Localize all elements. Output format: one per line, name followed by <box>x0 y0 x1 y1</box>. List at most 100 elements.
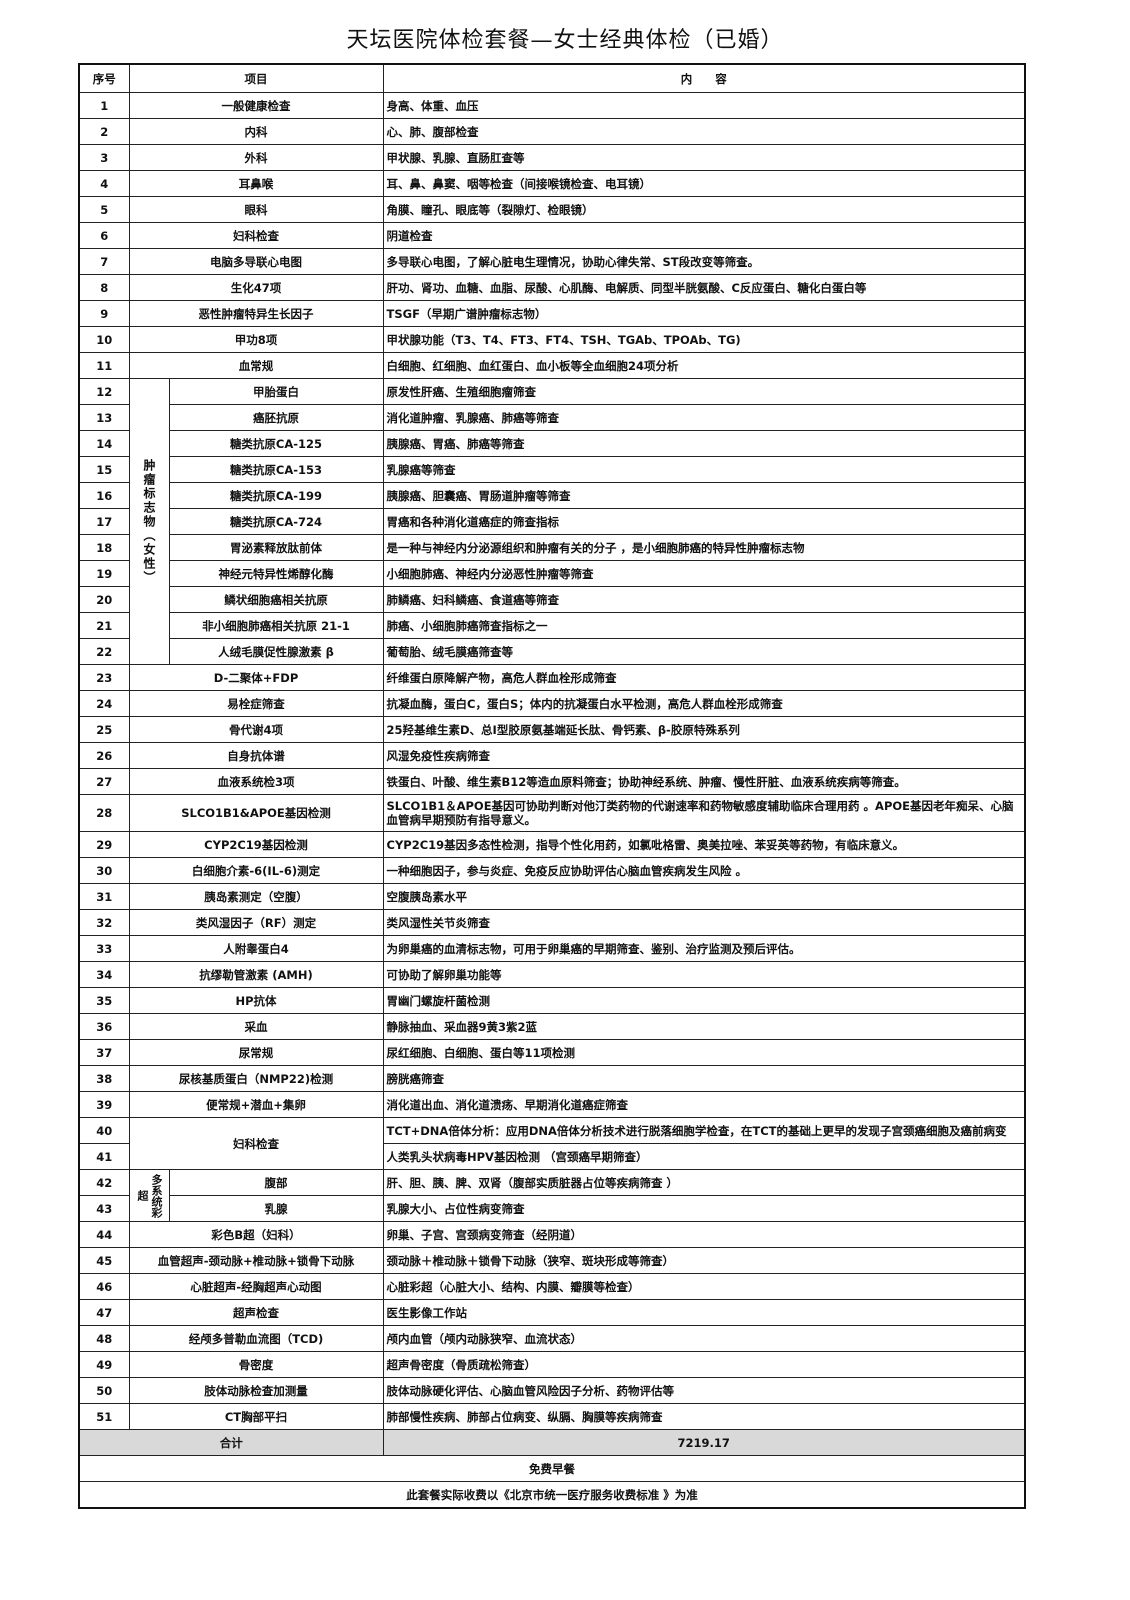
row-number: 21 <box>78 612 130 639</box>
row-number: 4 <box>78 170 130 197</box>
item-content: 胃幽门螺旋杆菌检测 <box>382 987 1026 1014</box>
table-row: 35 HP抗体 胃幽门螺旋杆菌检测 <box>78 987 1026 1014</box>
item-name: 采血 <box>128 1013 384 1040</box>
item-name: 血液系统检3项 <box>128 768 384 795</box>
table-row: 36 采血 静脉抽血、采血器9黄3紫2蓝 <box>78 1013 1026 1040</box>
group-label-ultrasound: 多系统彩超 <box>128 1169 170 1222</box>
table-row: 26 自身抗体谱 风湿免疫性疾病筛查 <box>78 742 1026 769</box>
item-name: 一般健康检查 <box>128 92 384 119</box>
row-number: 14 <box>78 430 130 457</box>
breakfast-row: 免费早餐 <box>78 1455 1026 1482</box>
item-name: 胰岛素测定（空腹） <box>128 883 384 910</box>
row-number: 39 <box>78 1091 130 1118</box>
row-number: 20 <box>78 586 130 613</box>
item-content: 25羟基维生素D、总Ⅰ型胶原氨基端延长肽、骨钙素、β-胶原特殊系列 <box>382 716 1026 743</box>
row-number: 1 <box>78 92 130 119</box>
item-content: 膀胱癌筛查 <box>382 1065 1026 1092</box>
table-row: 16 糖类抗原CA-199 胰腺癌、胆囊癌、胃肠道肿瘤等筛查 <box>78 482 1026 509</box>
table-row: 24 易栓症筛查 抗凝血酶，蛋白C，蛋白S；体内的抗凝蛋白水平检测，高危人群血栓形成… <box>78 690 1026 717</box>
table-row: 32 类风湿因子（RF）测定 类风湿性关节炎筛查 <box>78 909 1026 936</box>
row-number: 17 <box>78 508 130 535</box>
item-content: 肝功、肾功、血糖、血脂、尿酸、心肌酶、电解质、同型半胱氨酸、C反应蛋白、糖化白蛋… <box>382 274 1026 301</box>
item-name: 人附睾蛋白4 <box>128 935 384 962</box>
table-row: 8 生化47项 肝功、肾功、血糖、血脂、尿酸、心肌酶、电解质、同型半胱氨酸、C反应蛋… <box>78 274 1026 301</box>
item-name: 非小细胞肺癌相关抗原 21-1 <box>168 612 384 639</box>
row-number: 8 <box>78 274 130 301</box>
table-row: 23 D-二聚体+FDP 纤维蛋白原降解产物，高危人群血栓形成筛查 <box>78 664 1026 691</box>
item-content: 阴道检查 <box>382 222 1026 249</box>
item-content: 空腹胰岛素水平 <box>382 883 1026 910</box>
row-number: 47 <box>78 1299 130 1326</box>
item-content: 小细胞肺癌、神经内分泌恶性肿瘤等筛查 <box>382 560 1026 587</box>
table-row: 6 妇科检查 阴道检查 <box>78 222 1026 249</box>
row-number: 32 <box>78 909 130 936</box>
table-row: 49 骨密度 超声骨密度（骨质疏松筛查） <box>78 1351 1026 1378</box>
row-number: 5 <box>78 196 130 223</box>
row-number: 10 <box>78 326 130 353</box>
row-number: 41 <box>78 1143 130 1170</box>
table-row: 19 神经元特异性烯醇化酶 小细胞肺癌、神经内分泌恶性肿瘤等筛查 <box>78 560 1026 587</box>
table-row: 41 人类乳头状病毒HPV基因检测 （宫颈癌早期筛查） <box>78 1143 1026 1170</box>
item-name: 糖类抗原CA-724 <box>168 508 384 535</box>
table-row: 37 尿常规 尿红细胞、白细胞、蛋白等11项检测 <box>78 1039 1026 1066</box>
group-label-gynecology: 妇科检查 <box>128 1117 384 1170</box>
item-content: 是一种与神经内分泌源组织和肿瘤有关的分子 ，是小细胞肺癌的特异性肿瘤标志物 <box>382 534 1026 561</box>
table-row: 30 白细胞介素-6(IL-6)测定 一种细胞因子，参与炎症、免疫反应协助评估心脑血… <box>78 857 1026 884</box>
row-number: 3 <box>78 144 130 171</box>
table-row: 29 CYP2C19基因检测 CYP2C19基因多态性检测，指导个性化用药，如氯吡格… <box>78 831 1026 858</box>
item-name: 骨密度 <box>128 1351 384 1378</box>
item-content: 葡萄胎、绒毛膜癌筛查等 <box>382 638 1026 665</box>
item-name: 彩色B超（妇科） <box>128 1221 384 1248</box>
item-name: 神经元特异性烯醇化酶 <box>168 560 384 587</box>
table-row: 11 血常规 白细胞、红细胞、血红蛋白、血小板等全血细胞24项分析 <box>78 352 1026 379</box>
item-name: 自身抗体谱 <box>128 742 384 769</box>
row-number: 19 <box>78 560 130 587</box>
row-number: 51 <box>78 1403 130 1430</box>
table-row: 27 血液系统检3项 铁蛋白、叶酸、维生素B12等造血原料筛查；协助神经系统、肿瘤、… <box>78 768 1026 795</box>
row-number: 35 <box>78 987 130 1014</box>
header-no: 序号 <box>78 63 130 93</box>
table-row: 50 肢体动脉检查加测量 肢体动脉硬化评估、心脑血管风险因子分析、药物评估等 <box>78 1377 1026 1404</box>
table-row: 4 耳鼻喉 耳、鼻、鼻窦、咽等检查（间接喉镜检查、电耳镜） <box>78 170 1026 197</box>
pricing-note: 此套餐实际收费以《北京市统一医疗服务收费标准 》为准 <box>78 1481 1026 1509</box>
item-name: 乳腺 <box>168 1195 384 1222</box>
item-content: 类风湿性关节炎筛查 <box>382 909 1026 936</box>
item-name: 鳞状细胞癌相关抗原 <box>168 586 384 613</box>
row-number: 16 <box>78 482 130 509</box>
item-name: 类风湿因子（RF）测定 <box>128 909 384 936</box>
item-name: 尿核基质蛋白（NMP22)检测 <box>128 1065 384 1092</box>
item-content: 为卵巢癌的血清标志物，可用于卵巢癌的早期筛查、鉴别、治疗监测及预后评估。 <box>382 935 1026 962</box>
item-name: 抗缪勒管激素 (AMH) <box>128 961 384 988</box>
row-number: 26 <box>78 742 130 769</box>
item-content: 抗凝血酶，蛋白C，蛋白S；体内的抗凝蛋白水平检测，高危人群血栓形成筛查 <box>382 690 1026 717</box>
table-row: 38 尿核基质蛋白（NMP22)检测 膀胱癌筛查 <box>78 1065 1026 1092</box>
table-row: 46 心脏超声-经胸超声心动图 心脏彩超（心脏大小、结构、内膜、瓣膜等检查） <box>78 1273 1026 1300</box>
item-content: 颈动脉＋椎动脉＋锁骨下动脉（狭窄、斑块形成等筛查） <box>382 1247 1026 1274</box>
item-content: 人类乳头状病毒HPV基因检测 （宫颈癌早期筛查） <box>382 1143 1026 1170</box>
header-item: 项目 <box>128 63 384 93</box>
row-number: 48 <box>78 1325 130 1352</box>
item-name: 癌胚抗原 <box>168 404 384 431</box>
item-name: 心脏超声-经胸超声心动图 <box>128 1273 384 1300</box>
item-name: 糖类抗原CA-125 <box>168 430 384 457</box>
table-row: 14 糖类抗原CA-125 胰腺癌、胃癌、肺癌等筛查 <box>78 430 1026 457</box>
item-content: 心、肺、腹部检查 <box>382 118 1026 145</box>
table-row: 5 眼科 角膜、瞳孔、眼底等（裂隙灯、检眼镜） <box>78 196 1026 223</box>
row-number: 6 <box>78 222 130 249</box>
row-number: 12 <box>78 378 130 405</box>
table-row: 17 糖类抗原CA-724 胃癌和各种消化道癌症的筛查指标 <box>78 508 1026 535</box>
item-name: 眼科 <box>128 196 384 223</box>
table-row: 45 血管超声-颈动脉+椎动脉+锁骨下动脉 颈动脉＋椎动脉＋锁骨下动脉（狭窄、斑块形… <box>78 1247 1026 1274</box>
item-content: 多导联心电图，了解心脏电生理情况，协助心律失常、ST段改变等筛查。 <box>382 248 1026 275</box>
item-content: 风湿免疫性疾病筛查 <box>382 742 1026 769</box>
item-content: 白细胞、红细胞、血红蛋白、血小板等全血细胞24项分析 <box>382 352 1026 379</box>
row-number: 2 <box>78 118 130 145</box>
row-number: 46 <box>78 1273 130 1300</box>
item-name: 胃泌素释放肽前体 <box>168 534 384 561</box>
table-row: 51 CT胸部平扫 肺部慢性疾病、肺部占位病变、纵膈、胸膜等疾病筛查 <box>78 1403 1026 1430</box>
row-number: 49 <box>78 1351 130 1378</box>
item-name: 糖类抗原CA-153 <box>168 456 384 483</box>
total-row: 合计 7219.17 <box>78 1429 1026 1456</box>
item-content: 乳腺癌等筛查 <box>382 456 1026 483</box>
item-content: 静脉抽血、采血器9黄3紫2蓝 <box>382 1013 1026 1040</box>
